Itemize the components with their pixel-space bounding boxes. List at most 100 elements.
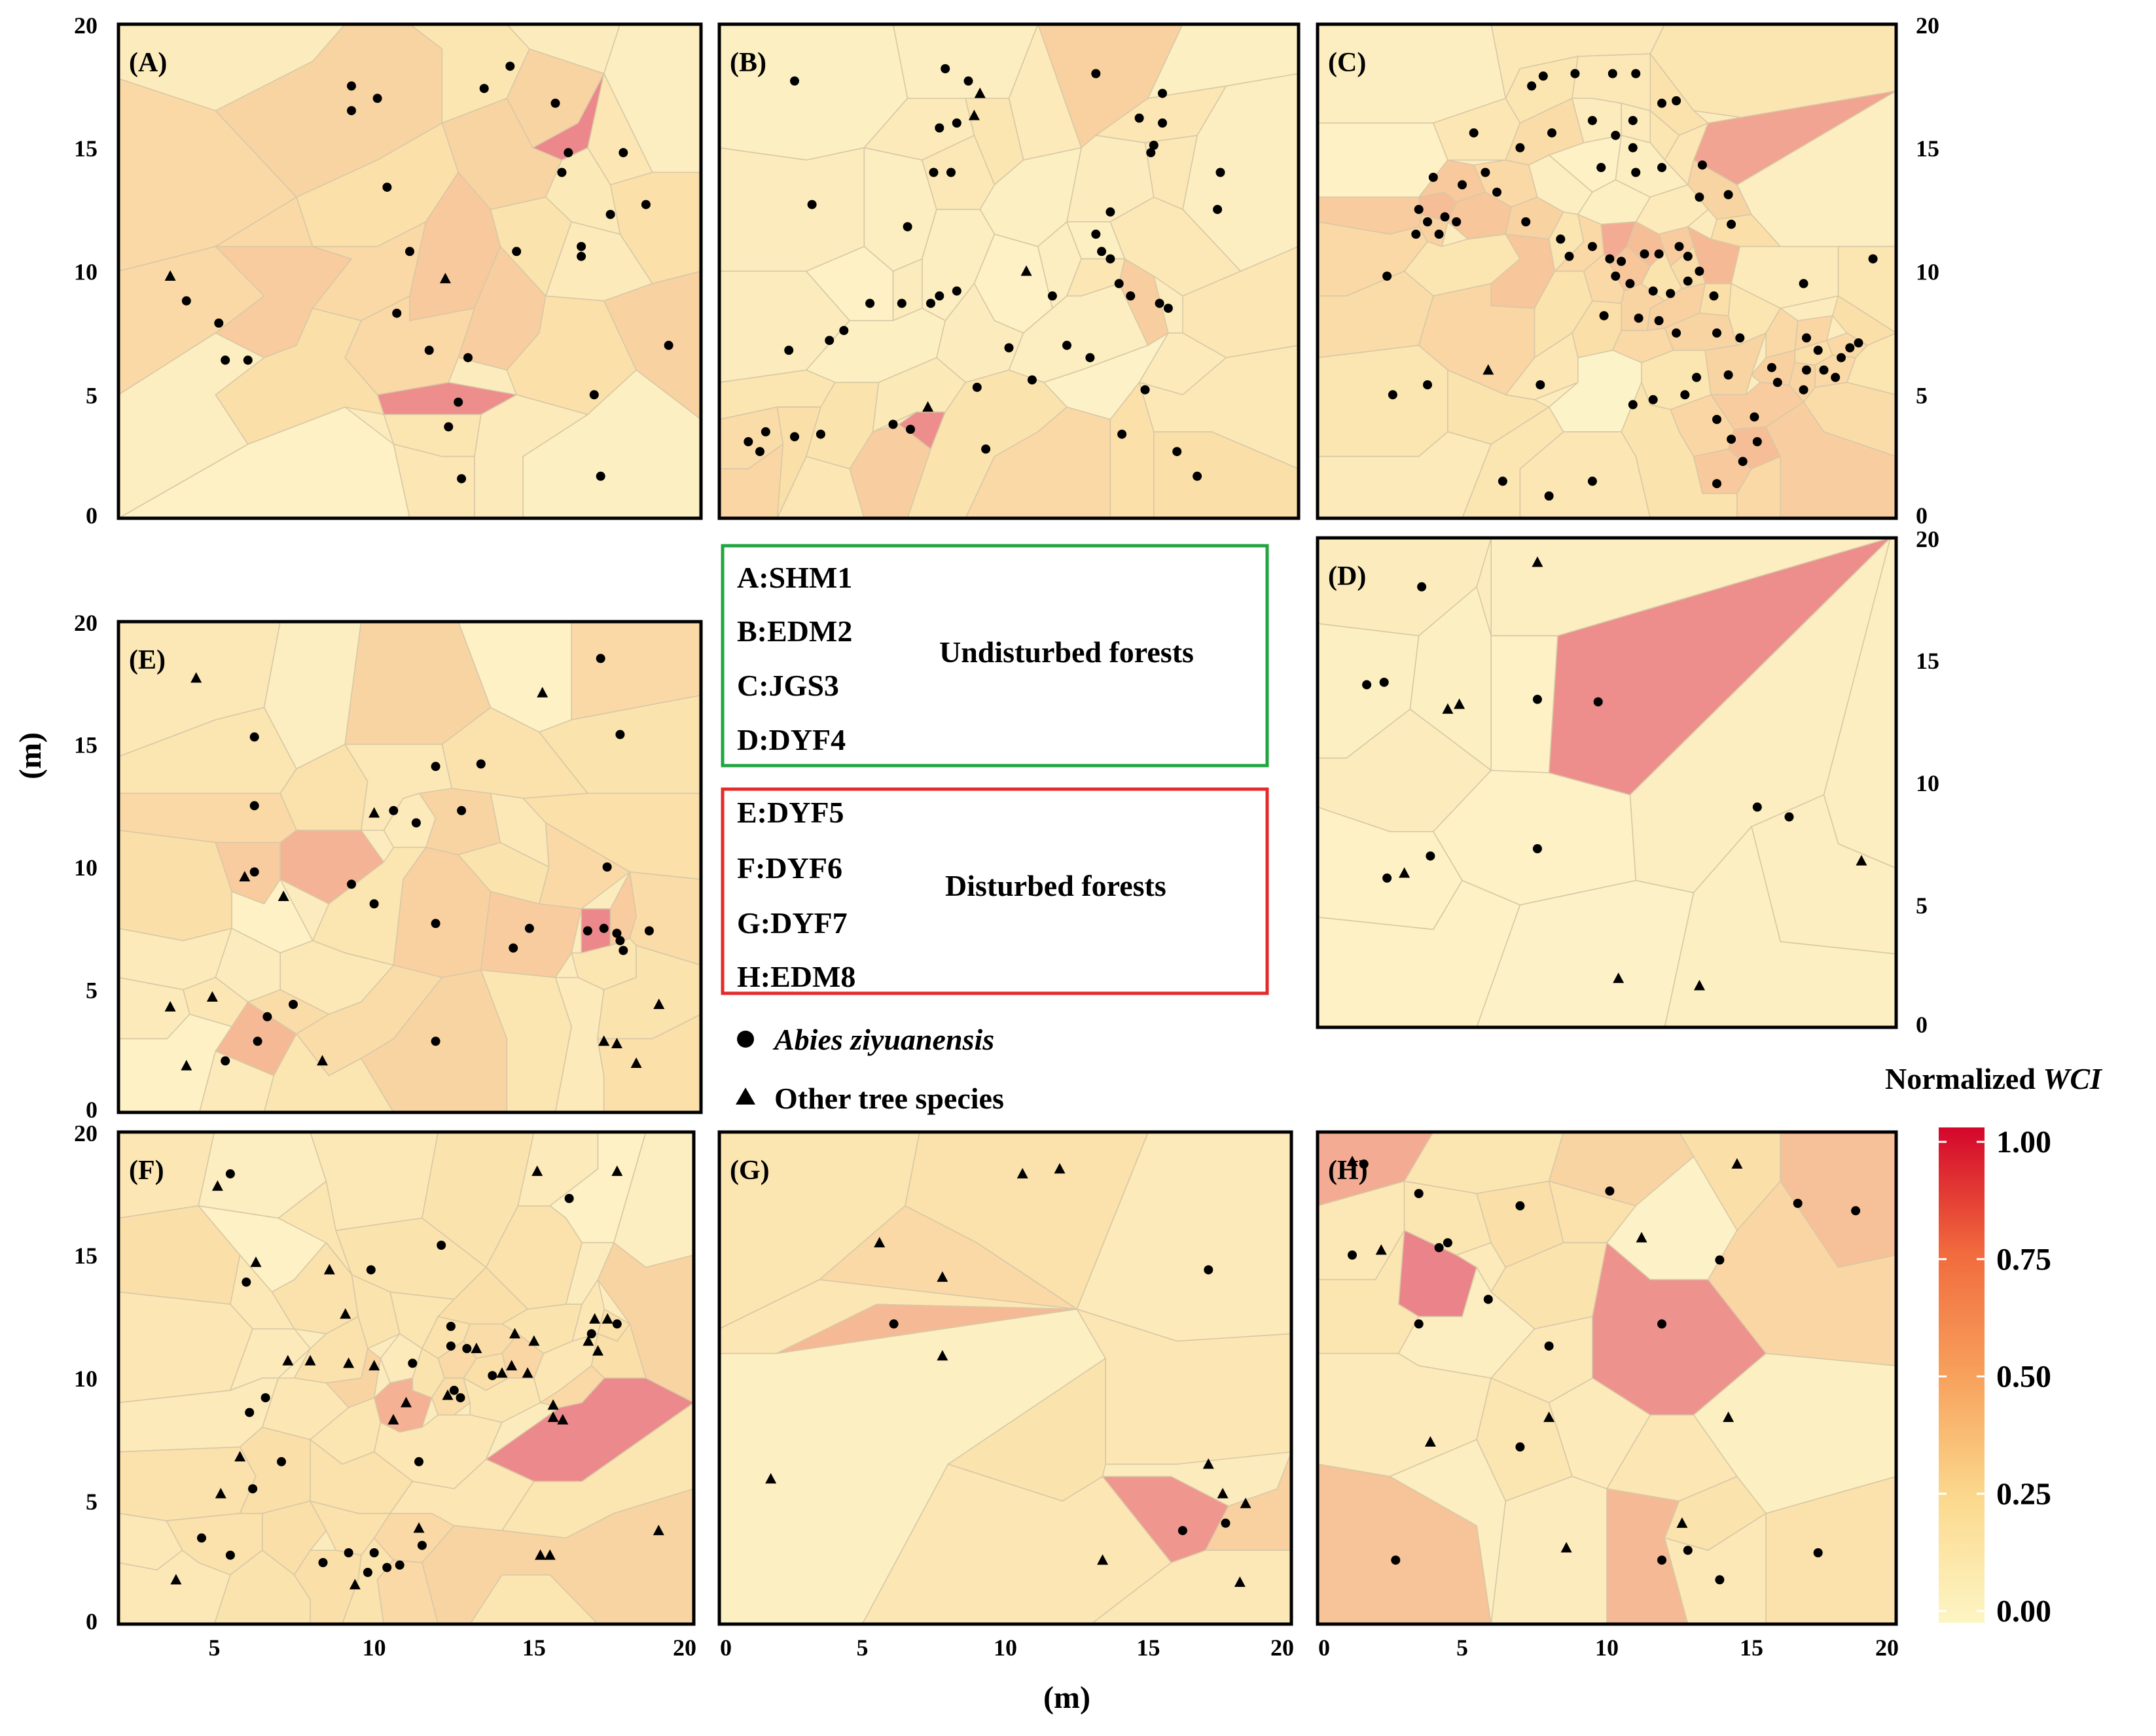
abies-tree-point [602,862,612,872]
abies-tree-point [457,474,467,484]
abies-tree-point [1114,279,1124,289]
abies-tree-point [816,429,825,439]
y-tick-label: 10 [1916,770,1939,796]
abies-tree-point [457,806,467,815]
voronoi-cell [1765,1476,1896,1624]
other-tree-point [164,1001,176,1012]
panel-label: (H) [1328,1156,1368,1186]
abies-tree-point [1027,375,1037,385]
panel-label: (A) [129,48,167,78]
abies-tree-point [755,447,764,457]
y-tick-label: 0 [86,1097,98,1123]
abies-tree-point [249,801,259,811]
abies-tree-point [1458,180,1467,190]
other-tree-point [531,1165,543,1177]
abies-tree-point [1547,128,1556,138]
panel-label: (F) [129,1156,164,1186]
other-tree-point [557,1413,569,1425]
other-tree-point [537,686,548,698]
abies-tree-point [414,1457,423,1466]
abies-tree-point [1414,1189,1424,1198]
other-tree-point [653,999,665,1009]
abies-tree-point [1213,205,1223,215]
abies-tree-point [408,1358,418,1368]
abies-tree-point [644,926,654,936]
abies-tree-point [1799,279,1808,289]
abies-tree-point [1532,844,1542,853]
abies-tree-point [347,81,356,91]
abies-tree-point [1062,340,1071,350]
other-tree-point [1532,556,1543,567]
abies-tree-point [1599,311,1609,321]
other-tree-point [239,871,251,881]
abies-tree-point [1715,1255,1725,1265]
abies-tree-point [1382,272,1392,281]
abies-tree-point [1674,241,1684,251]
colorbar-title: Normalized WCI [1885,1062,2103,1095]
abies-tree-point [619,148,628,158]
voronoi-cell [1109,381,1155,518]
other-tree-point [1560,1542,1572,1553]
abies-tree-point [906,425,915,434]
other-tree-point [190,672,202,683]
other-tree-point [439,272,451,283]
abies-tree-point [1193,471,1202,481]
other-tree-point [1399,867,1410,878]
abies-tree-point [221,1056,230,1066]
abies-tree-point [1417,582,1427,592]
other-tree-point [1676,1517,1688,1528]
abies-legend-label: Abies ziyuanensis [772,1023,994,1056]
other-tree-point [278,891,289,901]
abies-tree-point [1752,802,1762,812]
abies-tree-point [889,1319,899,1329]
abies-tree-point [1793,1199,1803,1208]
abies-tree-point [1605,1186,1615,1196]
other-tree-point [1482,364,1494,375]
abies-tree-point [1631,69,1641,79]
abies-tree-point [1611,130,1621,140]
abies-tree-point [1851,1206,1861,1216]
abies-tree-point [761,427,770,436]
x-tick-label: 0 [720,1635,732,1661]
other-tree-point [547,1399,559,1410]
abies-tree-point [1802,333,1811,343]
voronoi-cell [376,1559,439,1624]
abies-tree-point [1564,251,1574,261]
abies-tree-point [1440,212,1450,222]
y-tick-label: 20 [74,12,98,39]
undisturbed-label: Undisturbed forests [939,635,1194,669]
other-tree-point [1636,1231,1647,1243]
abies-tree-point [583,926,592,936]
panel-frame [117,1130,696,1626]
abies-tree-point [1680,390,1690,400]
abies-tree-point [1625,279,1635,289]
abies-tree-point [1140,385,1150,395]
voronoi-cell [596,1014,701,1112]
abies-tree-point [1608,69,1617,79]
other-tree-point [1442,703,1454,714]
abies-tree-point [1570,69,1580,79]
other-tree-point [528,1335,540,1346]
abies-tree-point [1483,1294,1493,1304]
marker-legend: Abies ziyuanensis Other tree species [736,1023,1004,1115]
abies-tree-point [589,390,599,400]
abies-tree-point [1709,291,1719,301]
abies-tree-point [214,318,224,328]
disturbed-legend-box: E:DYF5 F:DYF6 G:DYF7 H:EDM8 Disturbed fo… [721,787,1269,995]
panel-e: (E) 0 5 10 15 20 [74,610,703,1123]
other-tree-point [968,109,980,120]
voronoi-cell [1621,381,1738,518]
abies-tree-point [382,1563,392,1572]
abies-tree-point [1556,234,1566,244]
x-tick-label: 15 [1740,1635,1763,1661]
abies-tree-point [1382,873,1392,883]
abies-tree-point [1126,291,1136,301]
abies-tree-point [248,1484,258,1494]
abies-tree-point [1854,338,1863,347]
abies-tree-point [1117,429,1127,439]
other-tree-point [583,1335,594,1346]
abies-tree-point [382,183,392,192]
colorbar-tick-label: 0.75 [1996,1242,2051,1277]
abies-tree-point [405,247,414,257]
other-tree-point [1346,1156,1358,1167]
